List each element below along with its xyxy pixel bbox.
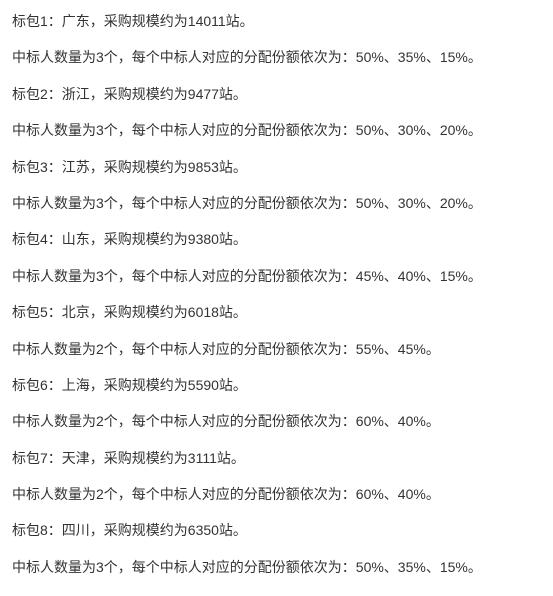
package-header: 标包2：浙江，采购规模约为9477站。 [12,83,541,105]
package-header: 标包6：上海，采购规模约为5590站。 [12,374,541,396]
package-detail: 中标人数量为3个，每个中标人对应的分配份额依次为：45%、40%、15%。 [12,265,541,287]
package-detail: 中标人数量为3个，每个中标人对应的分配份额依次为：50%、35%、15%。 [12,556,541,578]
package-detail: 中标人数量为3个，每个中标人对应的分配份额依次为：50%、30%、20%。 [12,192,541,214]
package-header: 标包5：北京，采购规模约为6018站。 [12,301,541,323]
package-header: 标包7：天津，采购规模约为3111站。 [12,447,541,469]
package-detail: 中标人数量为2个，每个中标人对应的分配份额依次为：60%、40%。 [12,483,541,505]
package-detail: 中标人数量为2个，每个中标人对应的分配份额依次为：60%、40%。 [12,410,541,432]
package-detail: 中标人数量为3个，每个中标人对应的分配份额依次为：50%、30%、20%。 [12,119,541,141]
package-header: 标包8：四川，采购规模约为6350站。 [12,519,541,541]
package-header: 标包3：江苏，采购规模约为9853站。 [12,156,541,178]
package-detail: 中标人数量为3个，每个中标人对应的分配份额依次为：50%、35%、15%。 [12,46,541,68]
package-header: 标包1：广东，采购规模约为14011站。 [12,10,541,32]
package-header: 标包4：山东，采购规模约为9380站。 [12,228,541,250]
package-detail: 中标人数量为2个，每个中标人对应的分配份额依次为：55%、45%。 [12,338,541,360]
